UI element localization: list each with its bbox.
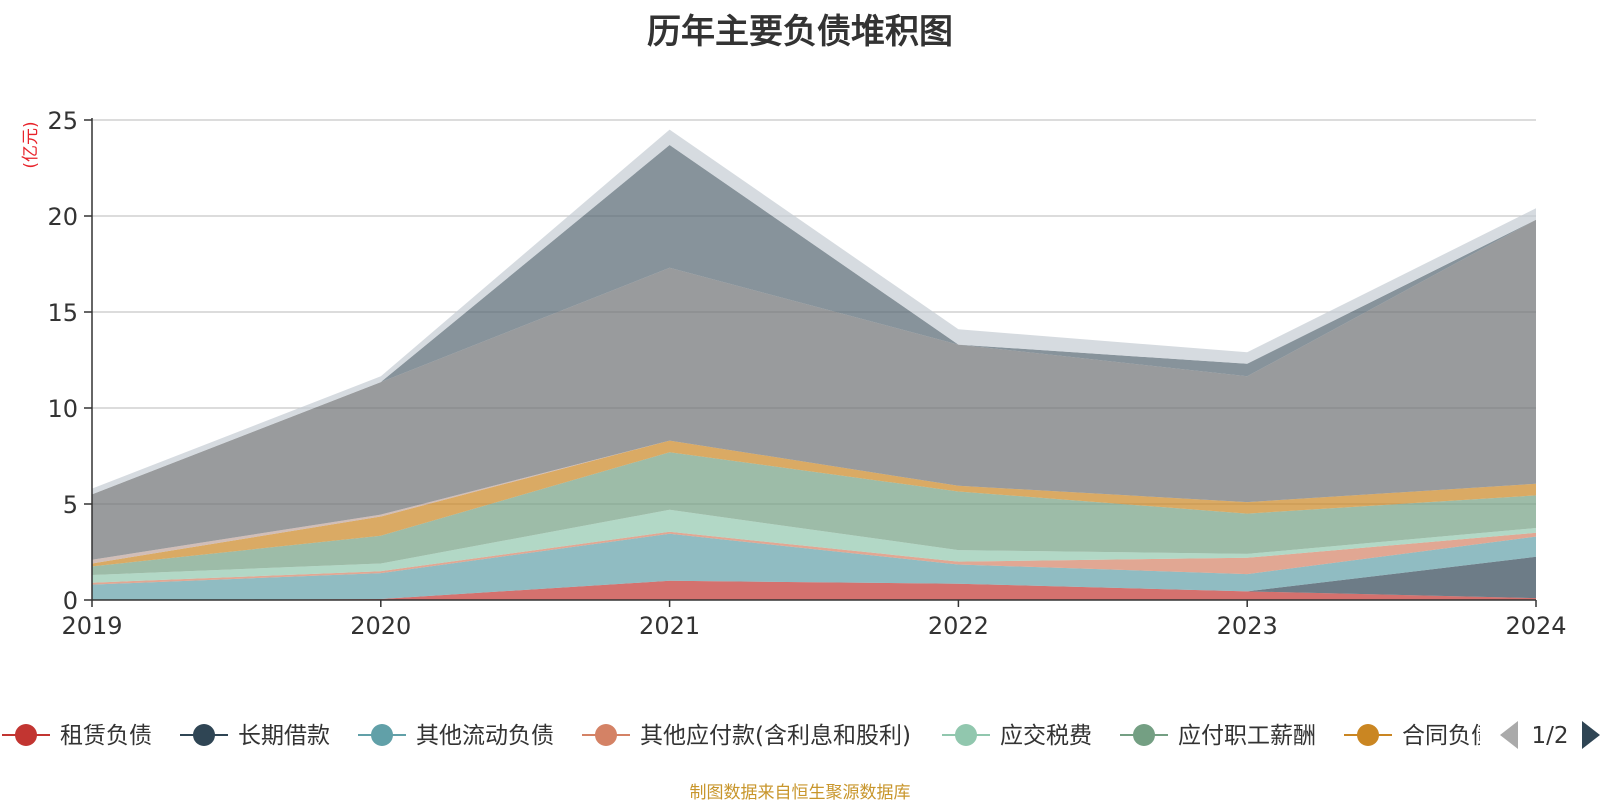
area-series [92,129,1536,600]
x-tick-label: 2021 [639,612,700,640]
legend-prev-page-icon[interactable] [1500,721,1518,749]
area-series-5 [92,452,1536,575]
legend-label: 其他应付款(含利息和股利) [640,723,911,749]
legend-item[interactable]: 长期借款 [180,723,330,749]
axes: 0 5 10 15 20 25 2019 2020 2021 2022 2023 2024 [47,107,1566,640]
legend-label: 合同负债 [1402,723,1494,749]
legend-page-indicator: 1/2 [1531,723,1568,749]
legend-dot-icon [371,724,393,746]
y-tick-label: 5 [63,491,78,519]
area-series-6 [92,440,1536,567]
x-tick-label: 2024 [1505,612,1566,640]
y-tick-label: 0 [63,587,78,615]
y-tick-label: 10 [47,395,78,423]
legend-label: 长期借款 [238,723,330,749]
area-series-0 [92,580,1536,600]
x-tick-label: 2020 [350,612,411,640]
legend-dot-icon [15,724,37,746]
legend-label: 应交税费 [1000,723,1092,749]
legend-dot-icon [1357,724,1379,746]
legend-next-page-icon[interactable] [1582,721,1600,749]
x-tick-label: 2023 [1217,612,1278,640]
x-tick-label: 2022 [928,612,989,640]
legend-item[interactable]: 应付职工薪酬 [1120,723,1316,749]
legend-item[interactable]: 应交税费 [942,723,1092,749]
area-series-2 [92,533,1536,600]
legend-label: 应付职工薪酬 [1178,723,1316,749]
area-series-4 [92,509,1536,583]
legend-item[interactable]: 租赁负债 [2,723,152,749]
y-tick-label: 15 [47,299,78,327]
area-series-3 [92,531,1536,585]
legend-item[interactable]: 其他流动负债 [358,723,554,749]
legend: 租赁负债 长期借款 其他流动负债 其他应付款(含利息和股利) 应交税费 应付职工薪酬 合同负… [2,721,1600,749]
legend-item[interactable]: 合同负债 [1344,723,1494,749]
chart-title: 历年主要负债堆积图 [647,12,953,52]
y-tick-label: 25 [47,107,78,135]
legend-dot-icon [595,724,617,746]
legend-label: 租赁负债 [60,723,152,749]
legend-item[interactable]: 其他应付款(含利息和股利) [582,723,911,749]
legend-dot-icon [1133,724,1155,746]
data-source-note: 制图数据来自恒生聚源数据库 [689,783,911,803]
legend-items: 租赁负债 长期借款 其他流动负债 其他应付款(含利息和股利) 应交税费 应付职工薪酬 合同负… [2,723,1494,749]
legend-dot-icon [955,724,977,746]
y-tick-label: 20 [47,203,78,231]
y-axis-unit-label: (亿元) [21,121,41,168]
area-series-8 [92,219,1536,560]
legend-label: 其他流动负债 [416,723,554,749]
x-tick-label: 2019 [61,612,122,640]
legend-dot-icon [193,724,215,746]
